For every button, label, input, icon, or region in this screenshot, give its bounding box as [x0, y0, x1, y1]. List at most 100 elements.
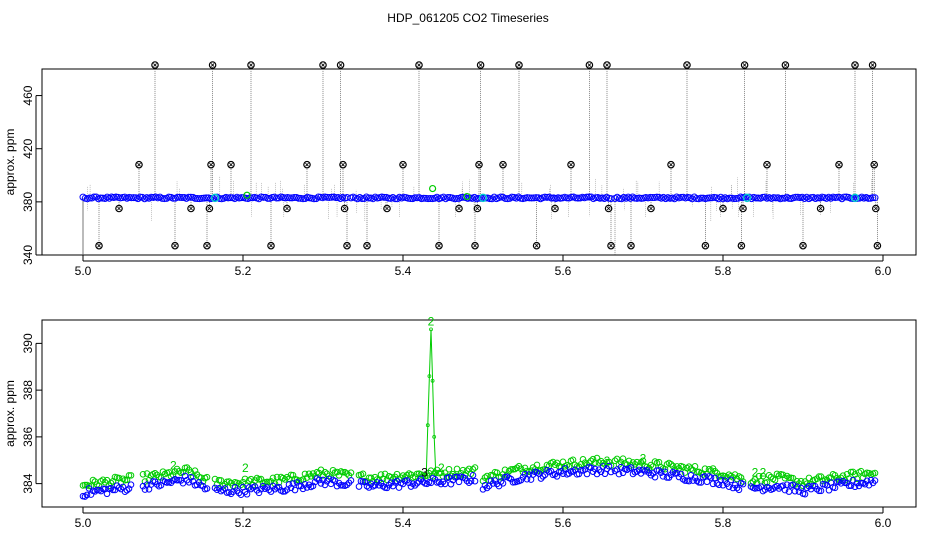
spike-point-cross — [189, 206, 193, 211]
blue-series-point — [815, 487, 823, 495]
spike-point-cross — [872, 162, 877, 167]
green-series-point — [801, 478, 809, 485]
spike-point-cross — [873, 206, 878, 211]
blue-series-point — [109, 486, 117, 494]
blue-series-point — [727, 476, 735, 484]
spike-point-cross — [117, 206, 121, 211]
spike-point-cross — [269, 243, 273, 248]
green-series-point — [339, 468, 347, 476]
blue-series-point — [709, 480, 717, 488]
spike-point — [95, 241, 103, 250]
spike-point — [851, 61, 859, 69]
spike-point — [471, 241, 479, 250]
green-series-point — [603, 458, 611, 466]
data-point — [90, 193, 98, 201]
spike-point — [339, 160, 347, 169]
data-point — [838, 195, 846, 203]
blue-series-point — [647, 471, 655, 479]
peak-point — [432, 434, 437, 439]
data-point — [147, 193, 155, 201]
blue-series-point — [595, 466, 603, 474]
spike-point — [683, 61, 691, 69]
blue-series-point — [817, 487, 825, 495]
green-series-point — [89, 476, 97, 484]
bottom-x-tick-label: 5.2 — [235, 516, 252, 530]
spike-point — [701, 241, 710, 250]
green-series-point — [239, 478, 247, 486]
data-point — [726, 194, 734, 202]
blue-series-point — [617, 463, 625, 471]
spike-point — [473, 204, 482, 213]
blue-series-point — [463, 477, 471, 485]
blue-series-point — [483, 484, 491, 492]
data-point — [567, 193, 575, 201]
blue-series-point — [435, 478, 443, 486]
green-series-point — [203, 473, 211, 481]
blue-series-point — [685, 477, 693, 485]
green-series-point — [605, 458, 613, 466]
blue-series-point — [231, 484, 239, 491]
top-y-tick-label: 380 — [21, 192, 35, 212]
spike-point — [383, 204, 391, 213]
green-series-point — [335, 472, 343, 479]
blue-series-point — [801, 490, 809, 498]
spike-point-cross — [837, 162, 841, 167]
green-series-point — [691, 463, 699, 470]
green-series-point — [127, 472, 135, 479]
data-point — [688, 195, 696, 203]
highlight-point — [478, 193, 488, 203]
top-y-tick-label: 460 — [21, 85, 35, 105]
data-point — [525, 194, 533, 202]
blue-series-point — [317, 480, 325, 487]
green-series-point — [853, 475, 861, 483]
blue-series-point — [803, 484, 811, 492]
spike-point — [816, 204, 825, 213]
green-series-point — [445, 465, 453, 473]
spike-point — [835, 160, 843, 169]
green-series-point — [139, 471, 147, 478]
green-series-point — [377, 471, 385, 478]
data-point — [310, 195, 318, 203]
data-point — [178, 194, 186, 202]
spike-point-cross — [473, 243, 477, 248]
data-point — [704, 194, 712, 202]
blue-series-point — [309, 482, 317, 490]
blue-series-point — [681, 477, 689, 484]
blue-series-point — [733, 484, 741, 492]
top-x-tick-label: 5.8 — [715, 264, 732, 278]
spike-point — [435, 241, 443, 250]
blue-series-point — [537, 475, 545, 482]
top-y-tick-label: 340 — [21, 245, 35, 265]
data-point — [365, 194, 373, 202]
green-series-point — [97, 477, 105, 485]
blue-series-point — [627, 464, 635, 471]
secondary-point — [243, 191, 251, 199]
green-series-point — [101, 478, 109, 486]
blue-series-point — [393, 477, 401, 485]
data-point — [332, 194, 340, 202]
green-series-point — [751, 476, 759, 483]
bottom-y-tick-label: 388 — [21, 380, 35, 400]
data-point — [286, 194, 294, 202]
spike-point — [567, 160, 575, 169]
data-point — [871, 194, 879, 202]
data-point — [295, 194, 303, 202]
green-series-point — [463, 467, 471, 474]
spike-point-cross — [417, 63, 421, 67]
green-series-point — [321, 468, 329, 476]
green-series-point — [199, 478, 207, 485]
green-series-point — [871, 469, 879, 477]
green-series-point — [217, 477, 225, 484]
data-point — [299, 195, 307, 203]
blue-series-point — [565, 470, 573, 477]
spike-point — [208, 61, 217, 69]
highlight-point — [850, 193, 860, 203]
top-x-tick-label: 5.4 — [395, 264, 412, 278]
blue-series-point — [857, 479, 865, 487]
data-point — [255, 195, 263, 203]
blue-series-point — [539, 473, 547, 480]
green-series-point — [633, 458, 641, 466]
blue-series-point — [561, 465, 569, 472]
data-point — [130, 194, 138, 202]
data-point — [488, 195, 496, 203]
